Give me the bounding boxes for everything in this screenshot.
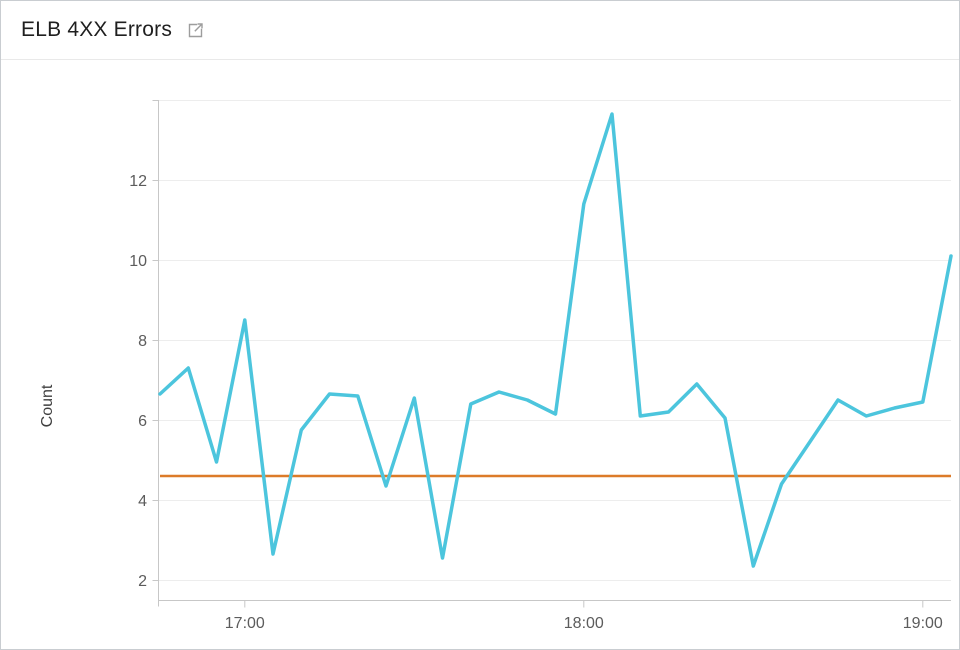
line-chart: 12 10 8 6 4 2 17:00 18:00 19:00 bbox=[129, 100, 953, 632]
x-tick-1800: 18:00 bbox=[564, 615, 604, 632]
x-tick-1700: 17:00 bbox=[225, 615, 265, 632]
external-link-icon bbox=[188, 22, 203, 37]
x-tick-labels: 17:00 18:00 19:00 bbox=[225, 615, 943, 632]
axes bbox=[158, 100, 951, 607]
y-tick-marks bbox=[152, 100, 159, 581]
chart-area: Count bbox=[1, 61, 959, 649]
error-count-line bbox=[158, 112, 953, 568]
panel-title: ELB 4XX Errors bbox=[21, 18, 173, 41]
external-link-button[interactable] bbox=[185, 20, 205, 40]
y-tick-4: 4 bbox=[138, 493, 147, 510]
x-tick-marks bbox=[244, 600, 924, 608]
y-axis-title: Count bbox=[39, 384, 56, 428]
y-tick-12: 12 bbox=[129, 173, 147, 190]
panel-header: ELB 4XX Errors bbox=[1, 1, 959, 60]
y-tick-8: 8 bbox=[138, 333, 147, 350]
y-tick-10: 10 bbox=[129, 253, 147, 270]
y-tick-6: 6 bbox=[138, 413, 147, 430]
y-tick-2: 2 bbox=[138, 573, 147, 590]
gridlines bbox=[159, 100, 951, 581]
y-tick-labels: 12 10 8 6 4 2 bbox=[129, 173, 147, 590]
x-tick-1900: 19:00 bbox=[903, 615, 943, 632]
